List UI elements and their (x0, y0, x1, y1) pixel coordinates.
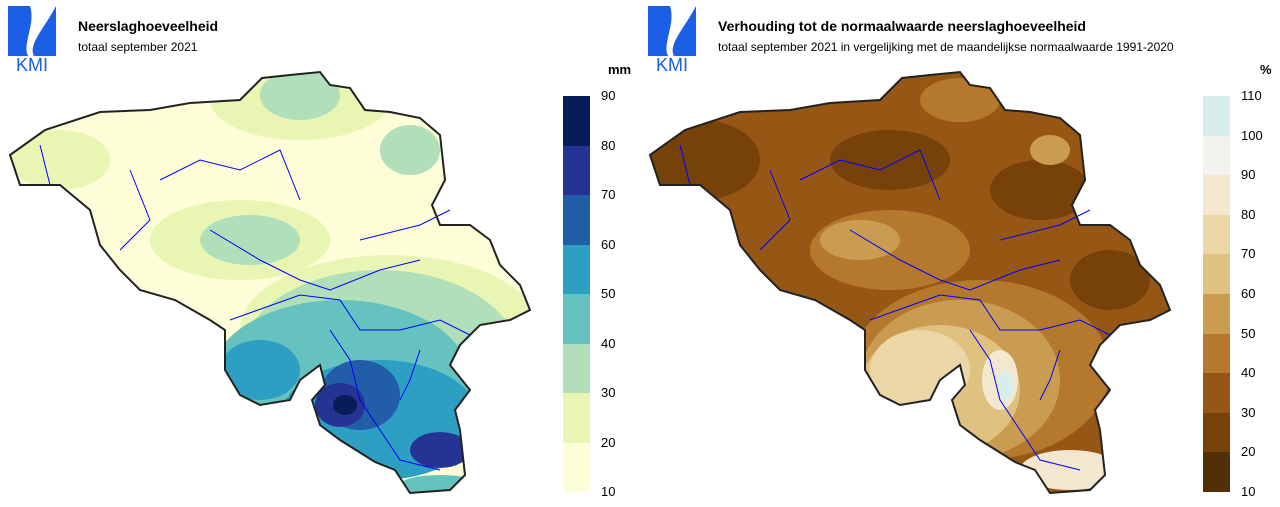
ratio-map (649, 71, 1171, 494)
legend-unit: % (1260, 62, 1272, 77)
precipitation-map (9, 71, 531, 494)
legend-swatch (563, 294, 590, 344)
legend-swatch (1203, 175, 1230, 215)
map-title: Verhouding tot de normaalwaarde neerslag… (718, 18, 1086, 34)
legend-tick: 30 (601, 385, 616, 400)
legend-swatch (563, 145, 590, 195)
svg-text:KMI: KMI (656, 55, 688, 72)
legend-swatch (563, 343, 590, 393)
legend-swatch (1203, 412, 1230, 453)
kmi-logo: KMI (8, 6, 56, 72)
legend-tick: 50 (601, 286, 616, 301)
legend-tick: 100 (1241, 127, 1263, 143)
legend-swatch (1203, 452, 1230, 492)
legend-tick: 90 (601, 88, 616, 103)
legend-tick: 60 (1241, 286, 1256, 301)
legend-swatch (1203, 254, 1230, 294)
legend-swatch (563, 442, 590, 492)
legend-tick: 70 (601, 187, 616, 202)
ratio-panel: KMI Verhouding tot de normaalwaarde neer… (640, 0, 1280, 507)
kmi-logo: KMI (648, 6, 696, 72)
legend-tick: 80 (601, 137, 616, 153)
legend-tick: 60 (601, 236, 616, 252)
legend-swatch (563, 195, 590, 245)
svg-text:KMI: KMI (16, 55, 48, 72)
legend-tick: 40 (1241, 365, 1256, 381)
legend-tick: 10 (1241, 484, 1256, 499)
legend-swatch (1203, 214, 1230, 255)
legend-swatch (563, 393, 590, 443)
legend-swatch (1203, 96, 1230, 136)
map-title: Neerslaghoeveelheid (78, 18, 219, 34)
legend-tick: 40 (601, 335, 616, 351)
legend-tick: 110 (1241, 88, 1262, 103)
map-subtitle: totaal september 2021 in vergelijking me… (718, 40, 1174, 54)
legend-swatch (1203, 333, 1230, 374)
color-legend (563, 96, 590, 492)
legend-tick: 20 (601, 434, 616, 450)
legend-unit: mm (608, 62, 632, 77)
precipitation-panel: KMI Neerslaghoeveelheid totaal september… (8, 6, 632, 499)
legend-swatch (1203, 373, 1230, 413)
legend-tick: 10 (601, 484, 616, 499)
color-legend (1203, 96, 1230, 492)
legend-tick: 80 (1241, 206, 1256, 222)
legend-swatch (1203, 293, 1230, 334)
legend-swatch (563, 244, 590, 294)
legend-swatch (1203, 135, 1230, 176)
legend-tick: 70 (1241, 246, 1256, 262)
legend-tick: 30 (1241, 404, 1256, 420)
legend-tick: 50 (1241, 325, 1256, 341)
legend-swatch (563, 96, 590, 146)
map-subtitle: totaal september 2021 (78, 40, 198, 54)
legend-tick: 20 (1241, 444, 1256, 460)
legend-tick: 90 (1241, 167, 1256, 183)
